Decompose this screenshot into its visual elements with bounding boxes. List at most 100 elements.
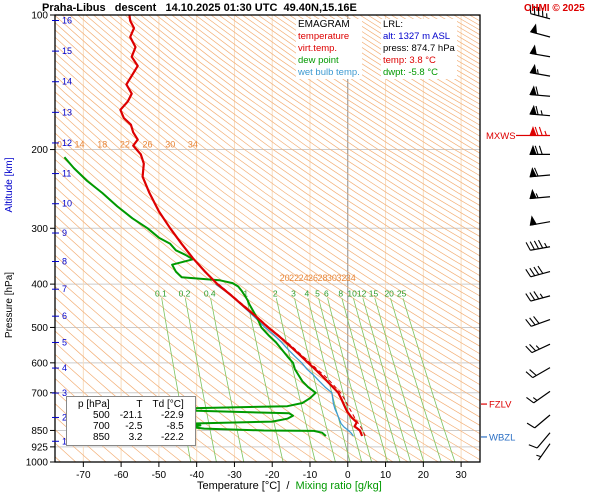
dry-adiabat-line: [108, 15, 480, 277]
altitude-tick-label: 3: [62, 388, 67, 398]
mixing-ratio-label: 3: [291, 289, 296, 299]
x-axis-title-mixing-ratio: Mixing ratio [g/kg]: [295, 480, 382, 492]
dry-adiabat-line: [328, 15, 480, 110]
altitude-tick-label: 1: [62, 436, 67, 446]
temperature-tick-label: -50: [152, 470, 167, 481]
adiabat-label: 34: [346, 273, 356, 283]
wind-barb-half: [535, 345, 540, 350]
wind-barb: [528, 432, 551, 449]
wind-barb-half: [536, 454, 542, 458]
legend-item-virt-temp: virt.temp.: [298, 43, 338, 54]
temperature-tick-label: -70: [76, 470, 91, 481]
dry-adiabat-line: [55, 158, 469, 462]
temperature-tick-label: 30: [456, 470, 468, 481]
wind-barb: [536, 443, 551, 461]
wind-barb-full: [529, 292, 536, 301]
x-axis-title-temperature: Temperature [°C]: [197, 480, 281, 492]
mixing-ratio-label: 10: [347, 289, 357, 299]
temperature-axis: -70 -60 -50 -40 -30 -20 -10 0 10 20 30: [76, 462, 467, 481]
dry-adiabat-line: [210, 15, 480, 195]
table-row: 850 3.2 -22.2: [73, 432, 189, 443]
altitude-axis-title: Altitude [km]: [4, 157, 15, 212]
wind-barb-pennant: [529, 23, 538, 35]
wind-barb-full: [533, 291, 540, 300]
altitude-tick-label: 6: [62, 311, 67, 321]
temperature-tick-label: 0: [345, 470, 351, 481]
wind-barb: [529, 167, 551, 178]
wind-barb: [529, 44, 551, 58]
dry-adiabat-line: [85, 15, 480, 297]
dry-adiabat-line: [55, 150, 480, 461]
wind-barb-staff: [532, 367, 551, 379]
mixing-ratio-label: 12: [357, 289, 367, 299]
altitude-tick-label: 10: [62, 199, 72, 209]
mixing-ratio-line: [318, 298, 363, 462]
mixing-ratio-label: 1: [243, 289, 248, 299]
wind-barb: [526, 390, 551, 404]
pressure-axis: 100 200 300 400 500 600 700 850 925 1000: [26, 11, 55, 469]
wind-barb: [529, 215, 551, 226]
copyright-label: CHMI © 2025: [524, 3, 585, 14]
dry-adiabat-line: [69, 15, 480, 311]
wind-barb-half: [544, 242, 548, 248]
wind-barb: [525, 367, 551, 379]
wind-barb-full: [528, 444, 538, 449]
wind-barb: [529, 126, 550, 137]
dry-adiabat-line: [461, 15, 480, 26]
dry-adiabat-line: [289, 15, 480, 137]
pressure-tick-label: 500: [31, 323, 48, 334]
wind-barb-full: [529, 369, 537, 376]
wind-barb-pennant: [529, 44, 537, 55]
mixing-ratio-label: 5: [315, 289, 320, 299]
wind-barb-full: [526, 397, 534, 404]
mixing-ratio-line: [184, 298, 217, 462]
wind-barb-staff: [536, 432, 551, 449]
dry-adiabat-line: [148, 15, 480, 244]
dry-adiabat-line: [55, 254, 318, 462]
altitude-tick-label: 11: [62, 169, 71, 179]
dry-adiabat-line: [55, 234, 348, 462]
wind-barb-pennant: [529, 85, 537, 96]
wind-barb-pennant: [529, 167, 537, 178]
table-cell: -8.5: [166, 421, 184, 432]
wind-barb-full: [533, 240, 540, 250]
pressure-tick-label: 100: [31, 11, 48, 22]
wind-barb-full: [525, 318, 532, 327]
altitude-tick-label: 9: [62, 228, 67, 238]
wind-barb-staff: [531, 343, 551, 354]
sounding-curves: [63, 15, 366, 437]
wind-barb-pennant: [529, 215, 538, 226]
side-label-fzlv: FZLV: [481, 400, 512, 411]
dry-adiabat-line: [202, 15, 480, 200]
mixing-ratio-line: [390, 298, 442, 462]
dry-adiabat-line: [140, 15, 480, 250]
wind-barb-full: [525, 371, 534, 379]
mixing-ratio-lines: 0.1 0.2 0.4 1 2 3 4 5 6 8 10 12 15 20 25: [155, 289, 456, 462]
dry-adiabat-line: [297, 15, 480, 132]
wind-barb: [529, 4, 551, 20]
mixing-ratio-line: [210, 298, 245, 462]
dry-adiabat-line: [195, 15, 480, 206]
wind-barb-pennant: [529, 126, 537, 136]
mixing-ratio-line: [353, 298, 401, 462]
dry-adiabat-line: [55, 205, 394, 462]
table-cell: -2.5: [125, 421, 143, 432]
mixing-ratio-line: [246, 298, 284, 462]
side-label-wbzl: WBZL: [481, 432, 515, 443]
wind-barb-full: [529, 241, 535, 250]
dry-adiabat-line: [55, 51, 480, 362]
dry-adiabat-line: [55, 22, 480, 333]
levels-table: p [hPa] T Td [°C] 500 -21.1 -22.9 700 -2.5 -8…: [66, 396, 196, 446]
wind-barb: [529, 23, 551, 38]
side-label-text: WBZL: [489, 432, 515, 443]
wind-barb-full: [529, 317, 536, 326]
dry-adiabat-line: [55, 15, 480, 325]
mixing-ratio-line: [327, 298, 372, 462]
adiabat-label: 22: [289, 273, 299, 283]
mixing-ratio-label: 8: [338, 289, 343, 299]
table-row: 700 -2.5 -8.5: [73, 421, 189, 432]
mixing-ratio-label: 15: [369, 289, 379, 299]
altitude-tick-label: 13: [62, 107, 72, 117]
dry-adiabat-line: [257, 15, 480, 160]
